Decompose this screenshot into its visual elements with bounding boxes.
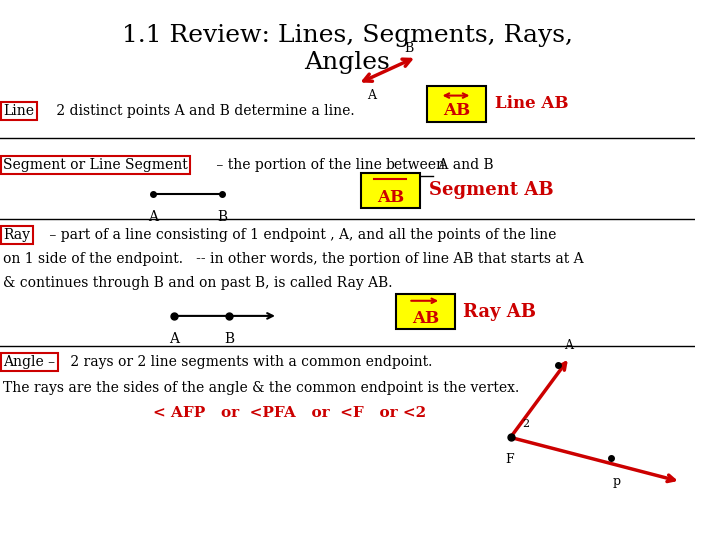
Text: on 1 side of the endpoint.   -- in other words, the portion of line AB that star: on 1 side of the endpoint. -- in other w… <box>4 252 584 266</box>
Text: A: A <box>367 89 376 102</box>
Bar <box>427 86 486 122</box>
Text: A: A <box>148 210 158 224</box>
Text: Segment or Line Segment: Segment or Line Segment <box>4 158 188 172</box>
Text: – part of a line consisting of 1 endpoint , A, and all the points of the line: – part of a line consisting of 1 endpoin… <box>45 228 557 242</box>
Text: Ray: Ray <box>4 228 30 242</box>
Text: 2 distinct points A and B determine a line.: 2 distinct points A and B determine a li… <box>52 104 355 118</box>
Text: Angle –: Angle – <box>4 355 55 369</box>
Text: 1.1 Review: Lines, Segments, Rays,: 1.1 Review: Lines, Segments, Rays, <box>122 24 573 48</box>
Text: A and B: A and B <box>434 158 494 172</box>
Text: A: A <box>564 339 573 352</box>
Text: – the portion of the line: – the portion of the line <box>212 158 386 172</box>
Text: Line AB: Line AB <box>495 96 568 112</box>
Text: Line: Line <box>4 104 35 118</box>
Text: A: A <box>168 332 179 346</box>
Text: < AFP   or  <PFA   or  <F   or <2: < AFP or <PFA or <F or <2 <box>153 406 426 420</box>
Text: Ray AB: Ray AB <box>463 303 536 321</box>
Text: F: F <box>505 453 513 465</box>
Text: AB: AB <box>412 310 439 327</box>
Text: B: B <box>224 332 234 346</box>
Text: Angles: Angles <box>305 51 390 75</box>
Text: & continues through B and on past B, is called Ray AB.: & continues through B and on past B, is … <box>4 276 393 291</box>
Text: p: p <box>613 475 621 488</box>
Text: AB: AB <box>377 189 404 206</box>
Bar <box>396 294 455 329</box>
Text: 2: 2 <box>522 419 529 429</box>
Text: B: B <box>217 210 228 224</box>
Text: Segment AB: Segment AB <box>428 181 553 199</box>
Text: between: between <box>385 158 446 172</box>
Text: The rays are the sides of the angle & the common endpoint is the vertex.: The rays are the sides of the angle & th… <box>4 381 520 395</box>
Text: 2 rays or 2 line segments with a common endpoint.: 2 rays or 2 line segments with a common … <box>66 355 433 369</box>
Text: B: B <box>404 42 413 55</box>
Text: AB: AB <box>443 102 470 119</box>
Bar <box>361 173 420 208</box>
